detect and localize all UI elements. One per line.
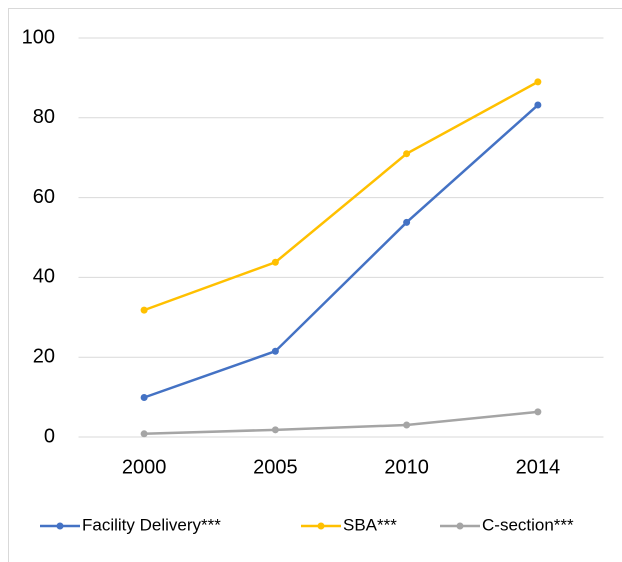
data-point xyxy=(403,218,411,226)
data-point xyxy=(403,150,411,158)
x-tick-label: 2000 xyxy=(122,456,167,478)
y-tick-label: 80 xyxy=(33,106,55,128)
data-point xyxy=(534,78,542,86)
data-point xyxy=(271,426,279,434)
data-point xyxy=(534,101,542,109)
y-tick-label: 20 xyxy=(33,345,55,367)
x-tick-label: 2005 xyxy=(253,456,298,478)
legend-marker xyxy=(56,522,64,530)
series-line xyxy=(143,80,539,312)
data-point xyxy=(140,430,148,438)
legend-marker xyxy=(317,522,325,530)
series-line xyxy=(143,104,539,399)
y-tick-label: 40 xyxy=(33,266,55,288)
y-tick-label: 0 xyxy=(44,425,55,447)
data-point xyxy=(140,393,148,401)
series-line xyxy=(144,410,538,436)
y-tick-label: 60 xyxy=(33,186,55,208)
x-tick-label: 2014 xyxy=(516,456,561,478)
data-point xyxy=(271,258,279,266)
data-point xyxy=(534,408,542,416)
data-point xyxy=(271,347,279,355)
y-tick-label: 100 xyxy=(22,26,55,48)
legend-label: C-section*** xyxy=(482,515,574,534)
legend-label: SBA*** xyxy=(343,515,397,534)
data-point xyxy=(403,421,411,429)
legend-label: Facility Delivery*** xyxy=(82,515,221,534)
chart-frame xyxy=(8,8,622,562)
data-point xyxy=(140,306,148,314)
x-tick-label: 2010 xyxy=(384,456,429,478)
legend-marker xyxy=(456,522,464,530)
